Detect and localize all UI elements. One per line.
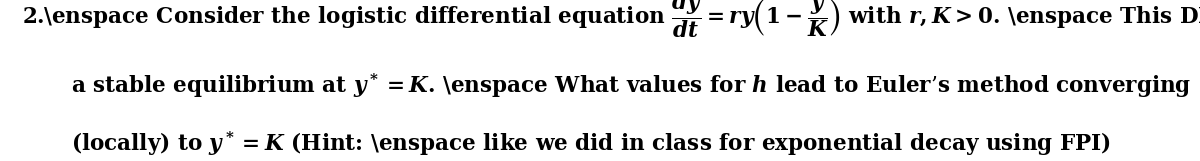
Text: (locally) to $y^* = K$ (Hint: \enspace like we did in class for exponential deca: (locally) to $y^* = K$ (Hint: \enspace l… bbox=[71, 129, 1111, 158]
Text: 2.\enspace Consider the logistic differential equation $\dfrac{dy}{dt} = ry\left: 2.\enspace Consider the logistic differe… bbox=[22, 0, 1200, 40]
Text: a stable equilibrium at $y^* = K$. \enspace What values for $h$ lead to Euler’s : a stable equilibrium at $y^* = K$. \ensp… bbox=[71, 71, 1192, 100]
